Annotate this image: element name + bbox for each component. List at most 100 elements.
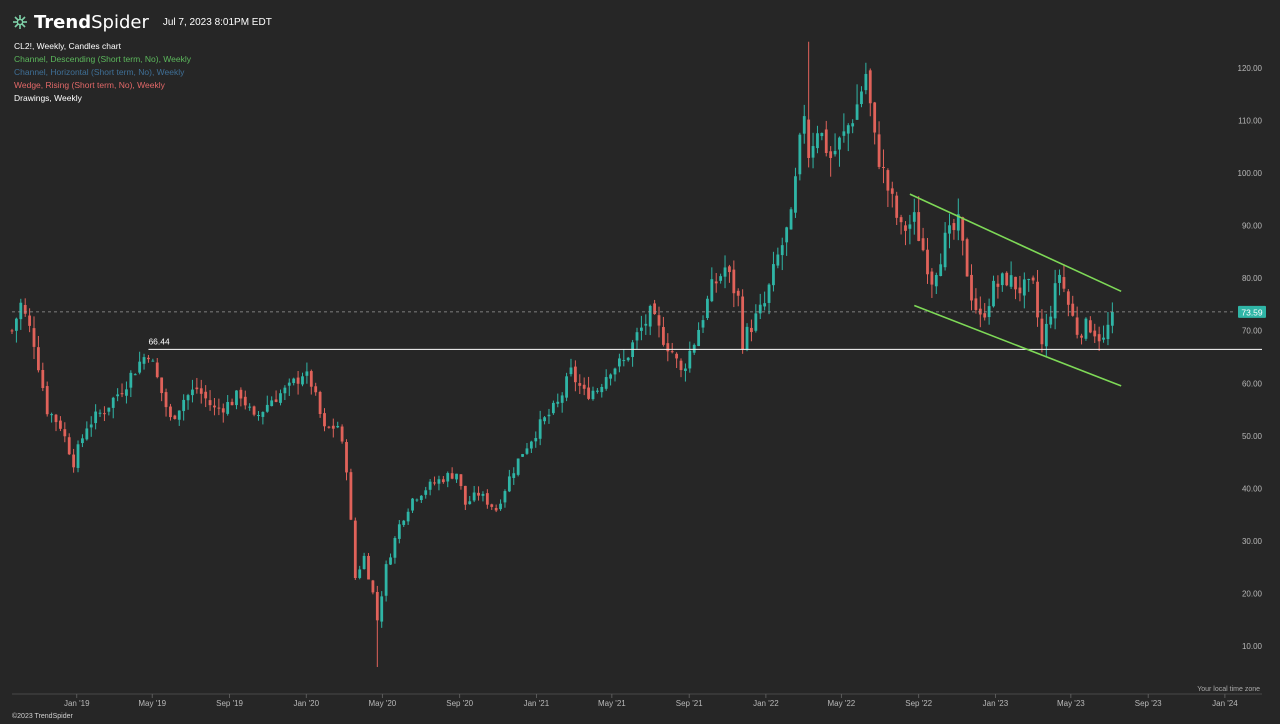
candle-body [125,389,128,396]
candle-body [662,327,665,345]
candle-body [776,254,780,266]
candle-body [296,377,300,384]
candle-body [1102,337,1105,340]
x-tick-label: Jan '23 [983,699,1009,708]
candle-body [375,591,379,621]
candle-body [314,386,318,393]
candle-body [525,448,529,454]
candle-body [463,485,467,505]
candle-body [217,407,221,409]
candle-body [358,569,362,578]
candle-body [15,318,18,331]
candle-body [1031,277,1035,281]
candle-body [450,473,454,479]
candle-body [666,343,670,352]
candle-body [499,503,502,510]
candle-body [846,125,850,134]
y-tick-label: 20.00 [1242,589,1263,598]
candle-body [604,377,608,389]
candle-body [983,313,987,318]
candle-body [261,411,265,417]
x-tick-label: Jan '19 [64,699,90,708]
candle-body [952,223,956,231]
candle-body [32,328,36,347]
candle-body [226,402,230,414]
x-tick-label: Sep '21 [676,699,703,708]
copyright: ©2023 TrendSpider [12,713,73,720]
candle-body [1053,283,1057,319]
candle-body [736,290,740,296]
candle-body [331,425,335,429]
candle-body [155,362,159,378]
candle-body [490,504,494,507]
candle-body [1018,287,1022,294]
candle-body [164,392,168,408]
candle-body [437,479,441,484]
legend-item-wedge-rising[interactable]: Wedge, Rising (Short term, No), Weekly [14,80,165,90]
candle-body [94,411,98,424]
legend-item-drawings[interactable]: Drawings, Weekly [14,93,82,103]
candle-body [397,524,401,539]
candle-body [169,406,172,418]
candle-body [996,283,1000,287]
candle-body [265,404,269,412]
candle-body [640,327,643,331]
candle-body [1106,324,1110,340]
last-price-badge [1238,305,1266,318]
x-tick-label: Sep '19 [216,699,243,708]
candle-body [468,501,472,505]
candle-body [441,479,445,483]
legend-item-channel-descending[interactable]: Channel, Descending (Short term, No), We… [14,54,192,64]
candle-body [635,332,639,341]
candle-body [81,438,84,444]
candle-body [151,360,155,362]
candle-body [107,407,111,412]
candle-body [714,281,718,284]
candle-body [23,304,27,314]
x-axis: Jan '19 May '19 Sep '19 Jan '20 May '20 Sep '… [12,693,1262,708]
x-tick-label: Jan '22 [753,699,779,708]
candle-body [811,146,815,158]
candle-body [886,170,890,191]
candle-body [948,225,951,234]
candle-body [807,119,811,158]
candle-body [221,408,225,413]
legend-item-symbol[interactable]: CL2!, Weekly, Candles chart [14,41,121,51]
candle-body [292,378,296,384]
candle-body [547,414,551,417]
header: TrendSpider Jul 7, 2023 8:01PM EDT [12,10,272,34]
candle-body [877,134,881,167]
candle-body [772,264,775,286]
candle-body [41,370,45,389]
x-tick-label: May '21 [598,699,626,708]
x-tick-label: May '19 [138,699,166,708]
candle-body [816,133,819,149]
candle-body [829,151,833,158]
candle-body [534,438,538,442]
candle-body [353,520,357,579]
candle-body [309,371,313,387]
candle-body [679,360,683,371]
candle-body [789,209,793,230]
candle-body [868,70,872,104]
candle-body [85,428,89,440]
candle-body [1036,281,1039,318]
candle-body [573,366,577,383]
legend-item-channel-horizontal[interactable]: Channel, Horizontal (Short term, No), We… [14,67,185,77]
candle-body [239,389,243,399]
candle-body [279,393,282,403]
channel-lower-line [913,304,1122,387]
candle-body [798,134,802,175]
candle-body [147,357,150,360]
candle-body [481,493,485,496]
y-tick-label: 50.00 [1242,432,1263,441]
candle-body [177,410,181,420]
timezone-label[interactable]: Your local time zone [1197,686,1260,693]
candle-body [1000,273,1004,286]
candle-body [965,239,969,277]
candle-body [728,266,731,273]
candle-body [1022,279,1026,296]
candle-body [802,116,806,134]
candle-body [754,313,758,331]
